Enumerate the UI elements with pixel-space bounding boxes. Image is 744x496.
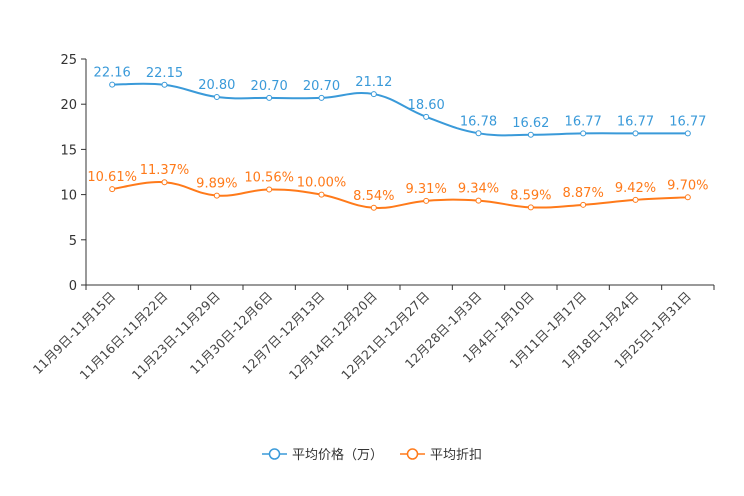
data-point xyxy=(318,94,325,101)
legend-marker-icon xyxy=(406,448,419,460)
data-label: 8.59% xyxy=(510,188,551,203)
data-point xyxy=(213,192,220,199)
data-label: 8.54% xyxy=(353,189,394,204)
y-tick-label: 0 xyxy=(69,279,77,294)
data-point xyxy=(109,186,116,193)
x-tick-label: 11月16日-11月22日 xyxy=(76,289,170,383)
data-label: 16.62 xyxy=(512,116,549,131)
data-point xyxy=(266,186,273,193)
legend-marker-icon xyxy=(268,448,281,460)
data-point xyxy=(109,81,116,88)
data-label: 20.70 xyxy=(251,79,288,94)
data-point xyxy=(632,130,639,137)
x-tick-label: 11月23日-11月29日 xyxy=(129,289,223,383)
data-point xyxy=(423,113,430,120)
data-label: 21.12 xyxy=(355,75,392,90)
data-point xyxy=(580,130,587,137)
data-label: 16.77 xyxy=(617,114,654,129)
data-label: 9.34% xyxy=(458,182,499,197)
data-label: 18.60 xyxy=(408,98,445,113)
series-line-0 xyxy=(112,82,688,137)
y-tick-label: 5 xyxy=(69,234,77,249)
data-point xyxy=(527,131,534,138)
data-label: 10.00% xyxy=(297,176,347,191)
data-point xyxy=(161,179,168,186)
data-point xyxy=(527,204,534,211)
x-tick-label: 12月14日-12月20日 xyxy=(286,289,380,383)
data-point xyxy=(684,194,691,201)
data-label: 9.70% xyxy=(667,178,708,193)
data-label: 16.77 xyxy=(669,114,706,129)
data-point xyxy=(161,81,168,88)
data-label: 9.31% xyxy=(406,182,447,197)
y-tick-label: 20 xyxy=(60,98,77,113)
data-point xyxy=(370,204,377,211)
y-tick-label: 15 xyxy=(60,143,77,158)
data-label: 16.77 xyxy=(565,114,602,129)
data-point xyxy=(475,197,482,204)
data-label: 10.61% xyxy=(87,170,137,185)
series-line-1 xyxy=(112,181,688,209)
data-label: 16.78 xyxy=(460,114,497,129)
data-point xyxy=(580,201,587,208)
data-label: 11.37% xyxy=(140,163,190,178)
data-point xyxy=(266,94,273,101)
y-tick-label: 25 xyxy=(60,53,77,68)
x-tick-label: 12月21日-12月27日 xyxy=(338,289,432,383)
data-label: 20.70 xyxy=(303,79,340,94)
data-label: 8.87% xyxy=(563,186,604,201)
data-point xyxy=(423,197,430,204)
data-label: 22.16 xyxy=(94,66,131,81)
data-point xyxy=(475,130,482,137)
data-point xyxy=(632,196,639,203)
data-point xyxy=(370,91,377,98)
data-point xyxy=(684,130,691,137)
y-tick-label: 10 xyxy=(60,189,77,204)
legend-label: 平均折扣 xyxy=(430,448,482,463)
data-label: 10.56% xyxy=(244,171,294,186)
data-label: 9.89% xyxy=(196,177,237,192)
data-label: 20.80 xyxy=(198,78,235,93)
data-label: 22.15 xyxy=(146,66,183,81)
legend-label: 平均价格（万） xyxy=(292,447,383,463)
data-point xyxy=(213,93,220,100)
data-label: 9.42% xyxy=(615,181,656,196)
data-point xyxy=(318,191,325,198)
